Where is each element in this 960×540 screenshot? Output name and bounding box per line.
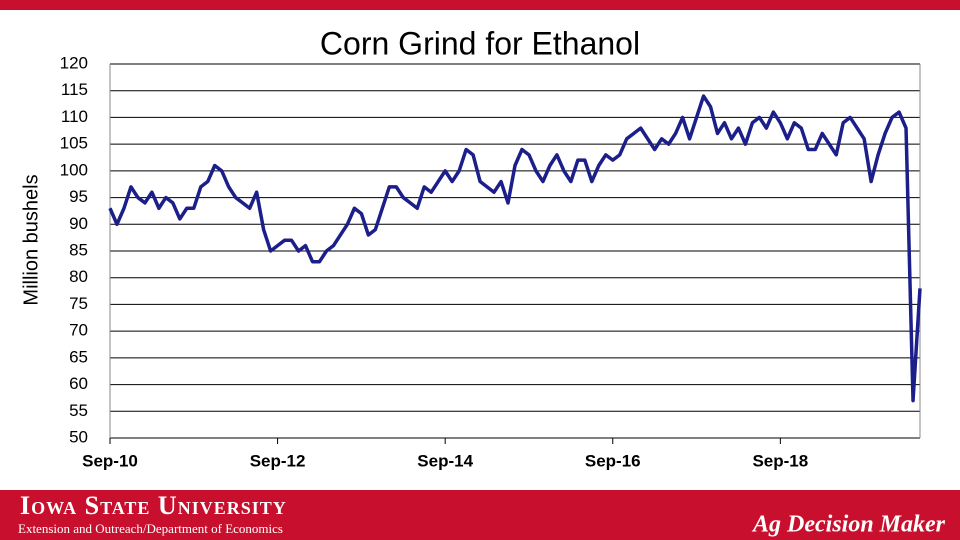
- y-tick-label: 120: [60, 53, 88, 72]
- y-tick-label: 65: [69, 347, 88, 366]
- y-tick-label: 70: [69, 321, 88, 340]
- brand: Ag Decision Maker: [751, 512, 946, 538]
- y-tick-label: 90: [69, 214, 88, 233]
- y-tick-label: 95: [69, 187, 88, 206]
- y-tick-label: 100: [60, 160, 88, 179]
- y-tick-label: 75: [69, 294, 88, 313]
- y-tick-label: 80: [69, 267, 88, 286]
- data-line: [108, 94, 922, 403]
- y-tick-label: 105: [60, 134, 88, 153]
- university-name: Iowa State University: [20, 491, 287, 520]
- x-tick-label: Sep-18: [752, 451, 808, 470]
- y-tick-label: 110: [61, 107, 88, 126]
- y-tick-label: 60: [69, 374, 88, 393]
- top-bar: [0, 0, 960, 10]
- y-tick-label: 50: [69, 427, 88, 446]
- x-tick-label: Sep-12: [250, 451, 306, 470]
- x-tick-label: Sep-14: [417, 451, 473, 470]
- x-tick-label: Sep-16: [585, 451, 641, 470]
- department: Extension and Outreach/Department of Eco…: [18, 521, 283, 536]
- footer-band: [0, 490, 960, 540]
- x-tick-label: Sep-10: [82, 451, 138, 470]
- y-tick-label: 115: [61, 80, 88, 99]
- y-tick-label: 55: [69, 401, 88, 420]
- y-tick-label: 85: [69, 240, 88, 259]
- chart-title: Corn Grind for Ethanol: [320, 25, 640, 61]
- y-axis-label: Million bushels: [20, 174, 42, 305]
